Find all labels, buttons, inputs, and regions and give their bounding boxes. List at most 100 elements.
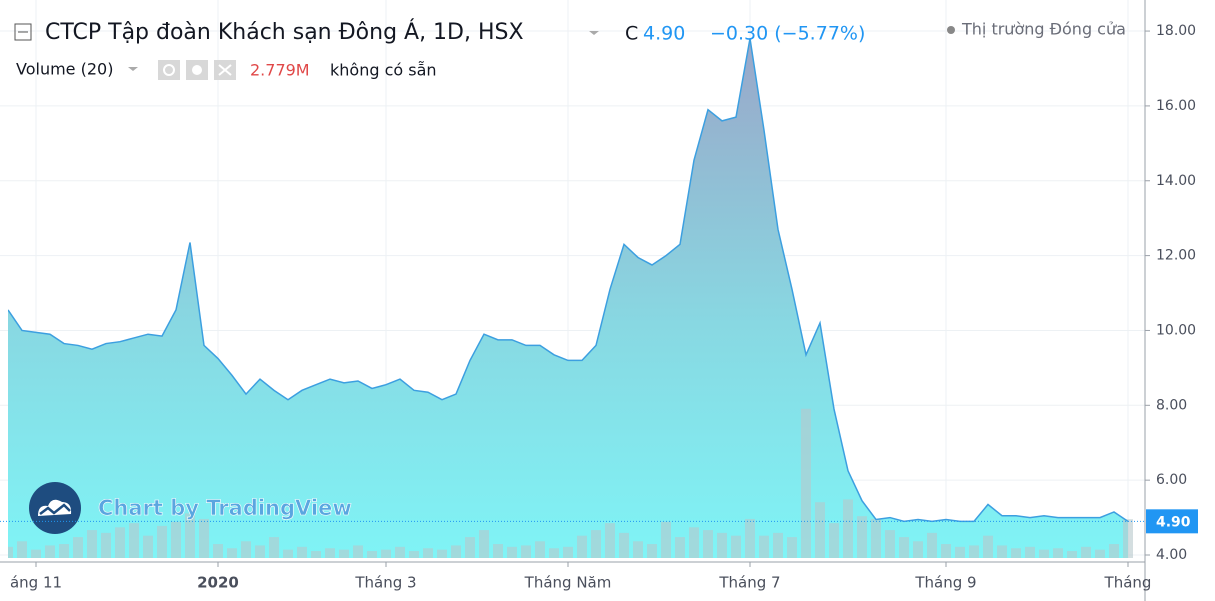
volume-bar [353, 545, 363, 558]
volume-bar [241, 541, 251, 558]
volume-bar [661, 521, 671, 558]
volume-bar [1123, 519, 1133, 558]
volume-bar [689, 527, 699, 558]
volume-bar [283, 549, 293, 558]
volume-bar [1095, 549, 1105, 558]
volume-bar [969, 545, 979, 558]
volume-bar [549, 548, 559, 558]
close-value: 4.90 [643, 23, 685, 45]
volume-bar [1053, 548, 1063, 558]
x-tick-label: 2020 [197, 574, 239, 592]
volume-bar [1025, 546, 1035, 558]
volume-bar [437, 549, 447, 558]
volume-bar [17, 541, 27, 558]
y-tick-label: 16.00 [1156, 98, 1196, 114]
chart-title: CTCP Tập đoàn Khách sạn Đông Á, 1D, HSX [45, 19, 524, 45]
y-axis: 4.00 6.00 8.00 10.00 12.00 14.00 16.00 18.00 [1145, 23, 1196, 563]
volume-bar [619, 532, 629, 558]
volume-bar [717, 532, 727, 558]
volume-bar [801, 408, 811, 558]
volume-bar [101, 532, 111, 558]
volume-name: Volume (20) [16, 60, 113, 79]
change-value: −0.30 (−5.77%) [710, 23, 865, 45]
area-fill [8, 38, 1128, 558]
volume-bar [563, 546, 573, 558]
volume-bar [115, 527, 125, 558]
y-tick-label: 8.00 [1156, 397, 1187, 413]
x-tick-label: Tháng 7 [718, 574, 780, 592]
volume-bar [367, 551, 377, 558]
volume-bar [577, 535, 587, 558]
volume-bar [1067, 551, 1077, 558]
volume-bar [479, 530, 489, 558]
volume-bar [451, 545, 461, 558]
dropdown-arrow[interactable] [589, 31, 599, 35]
x-tick-label: Tháng 9 [914, 574, 976, 592]
volume-bar [941, 544, 951, 558]
volume-bar [87, 530, 97, 558]
volume-bar [591, 530, 601, 558]
remove-icon-x [218, 64, 232, 76]
plot-area [8, 38, 1133, 558]
volume-bar [843, 499, 853, 558]
market-status: Thị trường Đóng cửa [961, 20, 1126, 39]
visibility-icon-eye [163, 64, 175, 76]
volume-bar [1011, 548, 1021, 558]
volume-bar [1039, 549, 1049, 558]
price-line [8, 38, 1129, 523]
tradingview-logo-cloud [38, 499, 72, 516]
volume-bar [493, 544, 503, 558]
volume-bar [395, 546, 405, 558]
volume-bar [31, 549, 41, 558]
volume-bar [255, 545, 265, 558]
volume-bar [829, 523, 839, 558]
dropdown-arrow[interactable] [128, 67, 138, 71]
y-tick-label: 18.00 [1156, 23, 1196, 39]
last-price-label: 4.90 [1156, 514, 1191, 530]
volume-bar [521, 545, 531, 558]
volume-bar [45, 545, 55, 558]
x-tick-label: Tháng Năm [524, 574, 612, 592]
x-axis: áng 11 2020 Tháng 3 Tháng Năm Tháng 7 Tháng 9… [10, 562, 1151, 592]
volume-bar [325, 548, 335, 558]
volume-bar [297, 546, 307, 558]
volume-bar [1081, 546, 1091, 558]
volume-bar [675, 537, 685, 558]
x-tick-label: Tháng [1104, 574, 1152, 592]
volume-bar [129, 523, 139, 558]
volume-bar [773, 532, 783, 558]
volume-bar [955, 546, 965, 558]
volume-bar [997, 545, 1007, 558]
volume-bar [213, 544, 223, 558]
volume-bar [871, 518, 881, 558]
volume-bar [465, 537, 475, 558]
volume-bar [171, 521, 181, 558]
volume-bar [647, 544, 657, 558]
x-tick-label: áng 11 [10, 574, 62, 592]
y-tick-label: 10.00 [1156, 322, 1196, 338]
volume-bar [8, 546, 13, 558]
volume-bar [703, 530, 713, 558]
volume-bar [507, 546, 517, 558]
volume-bar [311, 551, 321, 558]
volume-bar [143, 535, 153, 558]
volume-bar [885, 530, 895, 558]
volume-bar [731, 535, 741, 558]
volume-bar [59, 544, 69, 558]
volume-bar [745, 518, 755, 558]
volume-bar [913, 541, 923, 558]
y-tick-label: 4.00 [1156, 547, 1187, 563]
collapse-icon[interactable] [14, 23, 32, 41]
volume-bar [339, 549, 349, 558]
volume-bar [857, 516, 867, 558]
volume-note: không có sẵn [330, 61, 437, 80]
y-tick-label: 12.00 [1156, 248, 1196, 264]
x-tick-label: Tháng 3 [354, 574, 416, 592]
close-prefix: C [625, 23, 638, 45]
watermark[interactable]: Chart by TradingView [98, 496, 352, 521]
last-price-tag [1146, 509, 1198, 534]
settings-icon-gear [192, 65, 202, 75]
visibility-icon[interactable] [158, 60, 180, 80]
y-tick-label: 14.00 [1156, 173, 1196, 189]
